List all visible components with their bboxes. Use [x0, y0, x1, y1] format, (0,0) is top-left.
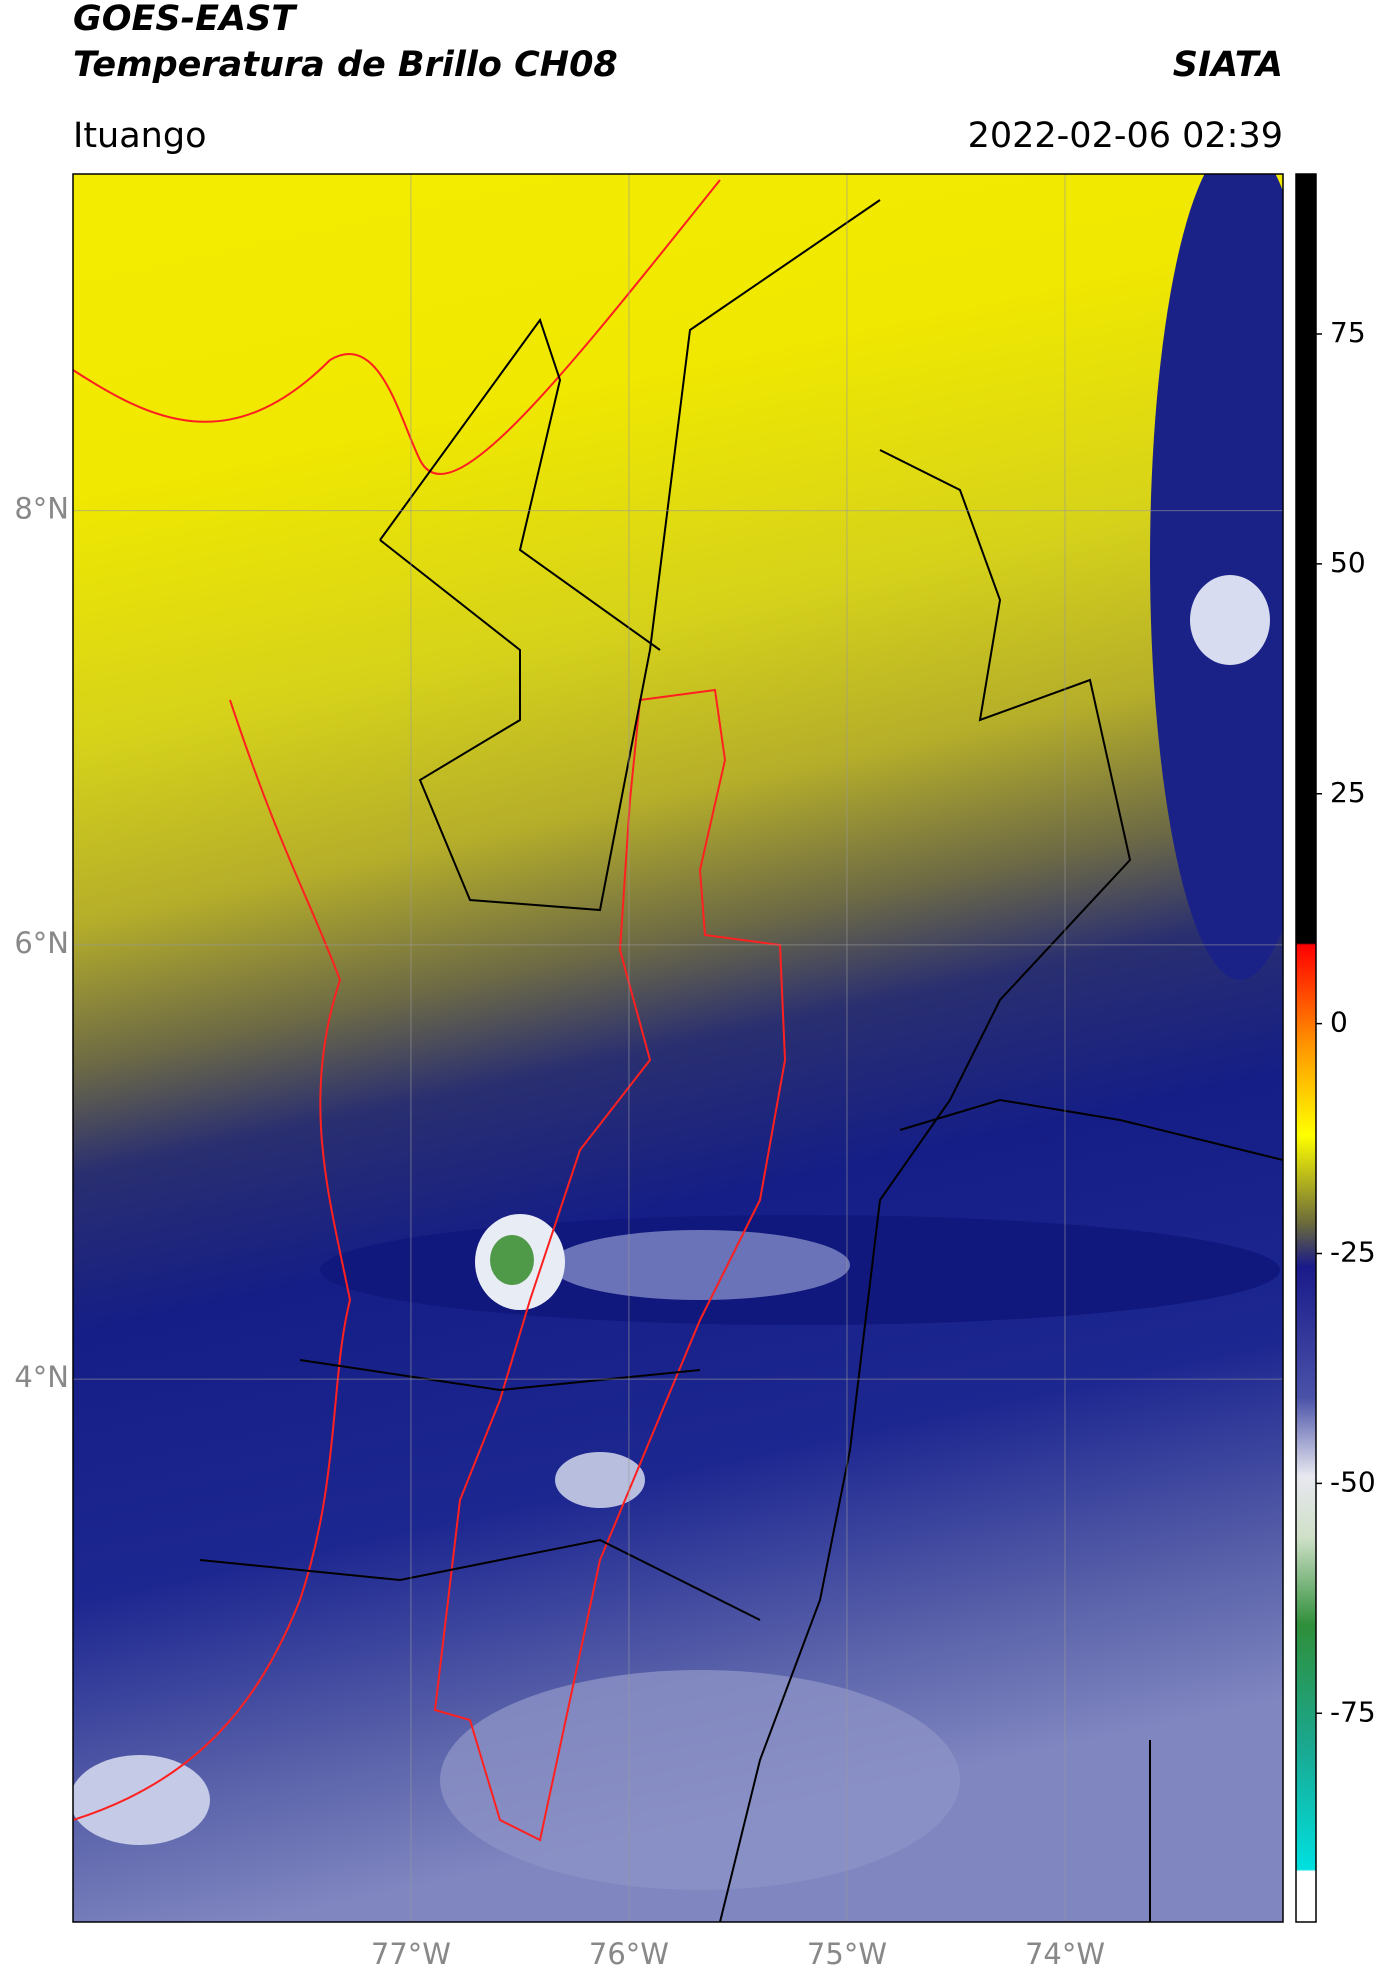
cloud [550, 1230, 850, 1300]
colorbar-tick-label: 50 [1330, 546, 1366, 579]
y-tick-label: 6°N [14, 926, 69, 960]
subtitle: Temperatura de Brillo CH08 [73, 45, 618, 85]
colorbar-tick-label: -50 [1330, 1465, 1376, 1498]
x-tick-label: 76°W [589, 1937, 669, 1971]
map-frame [72, 173, 1284, 1923]
brightness-field [73, 174, 1283, 1922]
colorbar-tick-label: -75 [1330, 1695, 1376, 1728]
border [199, 199, 1283, 1922]
region-outline [433, 688, 787, 1842]
colorbar [1295, 173, 1317, 1923]
colorbar-tick-label: -25 [1330, 1236, 1376, 1269]
cloud [1190, 575, 1270, 665]
y-tick-label: 4°N [14, 1360, 69, 1394]
brand: SIATA [1173, 45, 1283, 85]
cloud [1150, 174, 1283, 980]
cloud [490, 1235, 534, 1285]
colorbar-tick-label: 75 [1330, 316, 1366, 349]
cloud [555, 1452, 645, 1508]
cloud [440, 1670, 960, 1890]
map-area [73, 174, 1283, 1922]
coastline [73, 179, 721, 1821]
title: GOES-EAST [73, 0, 298, 39]
y-tick-label: 8°N [14, 492, 69, 526]
colorbar-tick-label: 0 [1330, 1006, 1348, 1039]
x-tick-label: 75°W [807, 1937, 887, 1971]
cloud [73, 1755, 210, 1845]
colorbar-tick-label: 25 [1330, 776, 1366, 809]
x-tick-label: 77°W [371, 1937, 451, 1971]
x-tick-label: 74°W [1025, 1937, 1105, 1971]
place: Ituango [73, 116, 207, 156]
datetime: 2022-02-06 02:39 [968, 116, 1283, 156]
